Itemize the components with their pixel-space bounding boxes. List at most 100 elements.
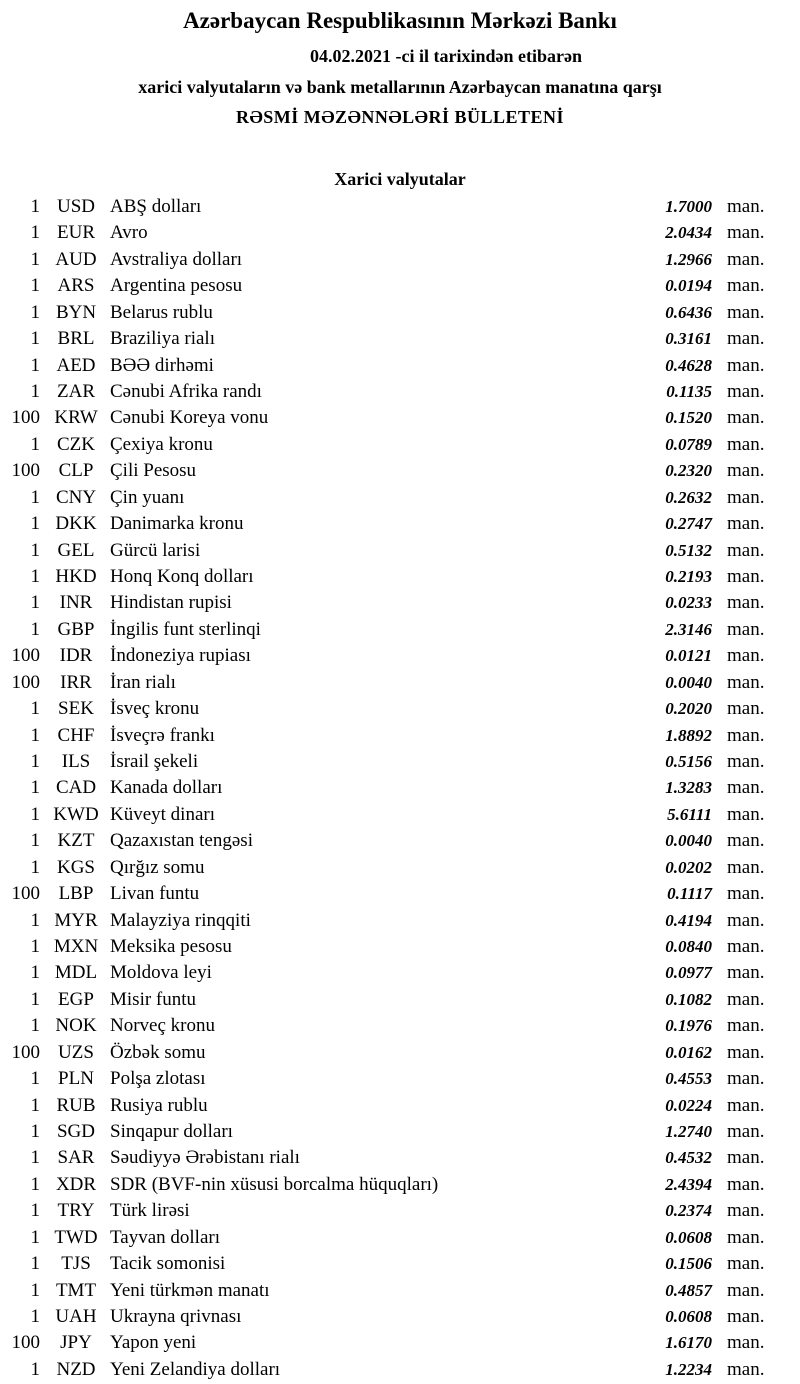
- amount: 1: [30, 1068, 41, 1090]
- currency-code: TJS: [61, 1253, 91, 1275]
- currency-code: EUR: [57, 222, 95, 244]
- unit: man.: [727, 1306, 765, 1328]
- currency-code: GBP: [57, 618, 95, 640]
- currency-name: Yeni türkmən manatı: [110, 1279, 270, 1301]
- amount: 1: [30, 381, 41, 402]
- currency-code: AED: [56, 354, 96, 376]
- unit: man.: [727, 1173, 765, 1195]
- unit: man.: [727, 724, 765, 746]
- unit: man.: [727, 566, 765, 588]
- amount: 1: [30, 618, 41, 640]
- currency-code: KWD: [53, 803, 99, 825]
- currency-code: HKD: [55, 566, 97, 588]
- rate: 0.0202: [665, 857, 712, 877]
- unit: man.: [727, 883, 765, 905]
- currency-code: CZK: [57, 433, 95, 455]
- amount: 100: [11, 883, 41, 905]
- amount: 100: [11, 407, 41, 429]
- currency-code: NOK: [55, 1015, 97, 1037]
- amount: 1: [30, 803, 41, 825]
- unit: man.: [727, 803, 765, 825]
- unit: man.: [727, 1121, 765, 1143]
- amount: 1: [30, 1015, 41, 1037]
- rate: 1.8892: [665, 725, 712, 745]
- unit: man.: [727, 381, 765, 402]
- rate: 0.1135: [666, 382, 712, 401]
- unit: man.: [727, 248, 765, 270]
- unit: man.: [727, 433, 765, 455]
- rate: 0.5132: [665, 540, 712, 560]
- amount: 1: [30, 222, 41, 244]
- amount: 100: [11, 1332, 41, 1354]
- currency-name: SDR (BVF-nin xüsusi borcalma hüquqları): [110, 1173, 439, 1195]
- unit: man.: [727, 1253, 765, 1275]
- currency-name: Cənubi Afrika randı: [110, 381, 262, 402]
- unit: man.: [727, 539, 765, 561]
- currency-name: Meksika pesosu: [110, 936, 232, 958]
- rate: 0.1117: [667, 884, 712, 904]
- rate: 0.0040: [665, 831, 712, 851]
- currency-name: Ukrayna qrivnası: [110, 1306, 242, 1328]
- rate: 0.4194: [665, 910, 712, 930]
- unit: man.: [727, 1332, 765, 1354]
- currency-code: IDR: [59, 645, 93, 667]
- currency-code: BYN: [55, 301, 97, 323]
- currency-code: USD: [56, 196, 95, 217]
- currency-name: Hindistan rupisi: [110, 592, 232, 614]
- unit: man.: [727, 222, 765, 244]
- currency-code: EGP: [58, 988, 94, 1010]
- currency-code: UZS: [58, 1041, 94, 1063]
- rate: 0.0224: [665, 1095, 712, 1115]
- currency-name: Yapon yeni: [110, 1332, 197, 1354]
- unit: man.: [727, 1068, 765, 1090]
- rate: 2.0434: [665, 223, 712, 243]
- unit: man.: [727, 856, 765, 878]
- unit: man.: [727, 1200, 765, 1222]
- unit: man.: [727, 645, 765, 667]
- rate: 0.4532: [665, 1148, 712, 1168]
- currency-code: CHF: [57, 724, 95, 746]
- amount: 1: [30, 196, 41, 217]
- currency-code: MYR: [54, 909, 98, 931]
- currency-code: UAH: [55, 1306, 97, 1328]
- amount: 1: [30, 698, 41, 720]
- rate: 0.1082: [665, 989, 712, 1009]
- unit: man.: [727, 513, 765, 535]
- currency-name: Cənubi Koreya vonu: [110, 407, 269, 429]
- unit: man.: [727, 936, 765, 958]
- amount: 1: [30, 936, 41, 958]
- currency-name: İngilis funt sterlinqi: [110, 618, 261, 640]
- amount: 1: [30, 1200, 41, 1222]
- unit: man.: [727, 830, 765, 852]
- currency-name: Səudiyyə Ərəbistanı rialı: [110, 1147, 300, 1169]
- amount: 100: [11, 1041, 41, 1063]
- currency-name: Qırğız somu: [110, 856, 205, 878]
- currency-code: LBP: [58, 883, 94, 905]
- currency-name: Danimarka kronu: [110, 513, 244, 535]
- currency-name: Küveyt dinarı: [110, 803, 216, 825]
- rate: 0.4628: [665, 355, 712, 375]
- unit: man.: [727, 962, 765, 984]
- currency-name: İndoneziya rupiası: [110, 645, 251, 667]
- rate: 1.6170: [665, 1333, 712, 1353]
- amount: 1: [30, 988, 41, 1010]
- currency-code: RUB: [56, 1094, 96, 1116]
- title: Azərbaycan Respublikasının Mərkəzi Bankı: [183, 8, 617, 33]
- rate: 0.0040: [665, 672, 712, 692]
- rate: 0.2632: [665, 487, 712, 507]
- currency-code: IRR: [60, 671, 92, 693]
- currency-name: Misir funtu: [110, 988, 197, 1010]
- currency-name: Türk lirəsi: [110, 1200, 190, 1222]
- currency-name: Malayziya rinqqiti: [110, 909, 251, 931]
- currency-name: ABŞ dolları: [110, 196, 202, 217]
- amount: 1: [30, 1226, 41, 1248]
- amount: 1: [30, 1358, 41, 1380]
- amount: 1: [30, 248, 41, 270]
- rate: 0.2193: [665, 567, 712, 587]
- currency-code: BRL: [57, 328, 95, 350]
- unit: man.: [727, 1358, 765, 1380]
- currency-name: Tacik somonisi: [110, 1253, 226, 1275]
- currency-code: JPY: [60, 1332, 92, 1354]
- unit: man.: [727, 1226, 765, 1248]
- currency-name: Norveç kronu: [110, 1015, 215, 1037]
